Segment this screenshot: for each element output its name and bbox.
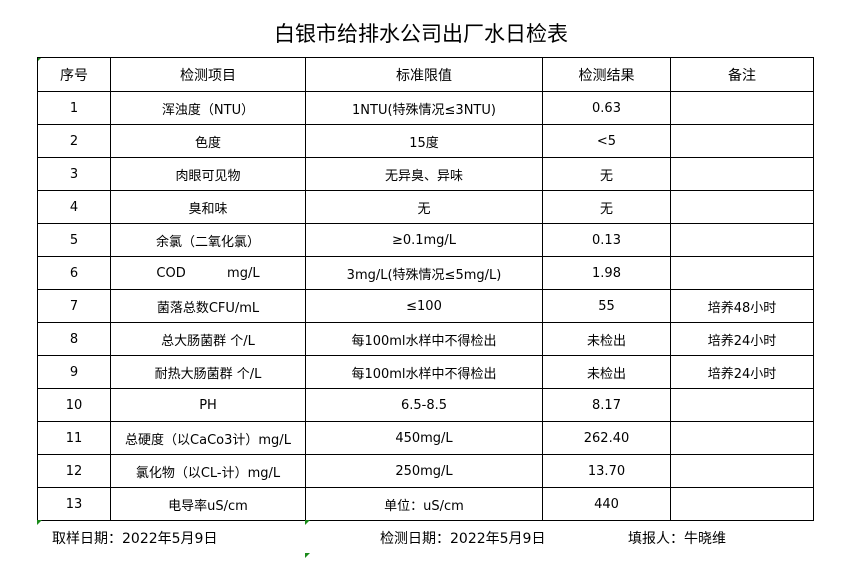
table-cell: 耐热大肠菌群 个/L xyxy=(110,355,306,389)
table-cell: 13.70 xyxy=(542,454,671,488)
table-cell: 总硬度（以CaCo3计）mg/L xyxy=(110,421,306,455)
table-cell: COD mg/L xyxy=(110,256,306,290)
header-cell: 检测项目 xyxy=(110,57,306,92)
table-cell: 每100ml水样中不得检出 xyxy=(305,322,543,356)
table-cell: 8 xyxy=(37,322,111,356)
table-cell: <5 xyxy=(542,124,671,158)
table-cell: 9 xyxy=(37,355,111,389)
table-cell: 余氯（二氧化氯） xyxy=(110,223,306,257)
table-cell xyxy=(670,388,814,422)
table-cell: 450mg/L xyxy=(305,421,543,455)
table-cell xyxy=(670,91,814,125)
table-cell: 6.5-8.5 xyxy=(305,388,543,422)
table-row: 3 肉眼可见物 无异臭、异味无 xyxy=(37,157,814,191)
table-cell: 13 xyxy=(37,487,111,521)
table-cell xyxy=(670,190,814,224)
table-cell: 无 xyxy=(542,190,671,224)
table-cell: 250mg/L xyxy=(305,454,543,488)
table-cell: 11 xyxy=(37,421,111,455)
table-row: 1 浑浊度（NTU） 1NTU(特殊情况≤3NTU) 0.63 xyxy=(37,91,814,125)
table-cell: 培养24小时 xyxy=(670,355,814,389)
table-row: 4 臭和味无无 xyxy=(37,190,814,224)
table-row: 13 电导率uS/cm 单位：uS/cm 440 xyxy=(37,487,814,521)
table-cell: 262.40 xyxy=(542,421,671,455)
header-cell: 序号 xyxy=(37,57,111,92)
table-cell: 6 xyxy=(37,256,111,290)
table-row: 2 色度 15度 <5 xyxy=(37,124,814,158)
table-cell xyxy=(670,421,814,455)
table-cell xyxy=(670,454,814,488)
table-cell: 浑浊度（NTU） xyxy=(110,91,306,125)
header-cell: 标准限值 xyxy=(305,57,543,92)
table-cell: ≥0.1mg/L xyxy=(305,223,543,257)
table-cell: 10 xyxy=(37,388,111,422)
table-row: 11 总硬度（以CaCo3计）mg/L 450mg/L 262.40 xyxy=(37,421,814,455)
table-cell: 7 xyxy=(37,289,111,323)
table-cell: 色度 xyxy=(110,124,306,158)
table-cell xyxy=(670,256,814,290)
table-cell: 肉眼可见物 xyxy=(110,157,306,191)
table-cell: 单位：uS/cm xyxy=(305,487,543,521)
table-cell: 3 xyxy=(37,157,111,191)
table-cell xyxy=(670,157,814,191)
table-cell: 4 xyxy=(37,190,111,224)
page-title: 白银市给排水公司出厂水日检表 xyxy=(274,22,568,46)
test-date: 检测日期：2022年5月9日 xyxy=(380,531,546,547)
cell-marker xyxy=(305,520,310,525)
table-cell xyxy=(670,487,814,521)
table-cell: 5 xyxy=(37,223,111,257)
table-cell: 氯化物（以CL-计）mg/L xyxy=(110,454,306,488)
inspection-table: 序号 检测项目 标准限值 检测结果 备注 1 浑浊度（NTU） 1NTU(特殊情况≤… xyxy=(37,57,814,521)
cell-marker xyxy=(37,520,42,525)
header-cell: 备注 xyxy=(670,57,814,92)
table-cell: PH xyxy=(110,388,306,422)
table-row: 5 余氯（二氧化氯） ≥0.1mg/L 0.13 xyxy=(37,223,814,257)
table-cell: 菌落总数CFU/mL xyxy=(110,289,306,323)
table-row: 8 总大肠菌群 个/L 每100ml水样中不得检出 未检出 培养24小时 xyxy=(37,322,814,356)
table-cell: 0.63 xyxy=(542,91,671,125)
table-cell: 总大肠菌群 个/L xyxy=(110,322,306,356)
table-cell: 1 xyxy=(37,91,111,125)
table-cell: 3mg/L(特殊情况≤5mg/L) xyxy=(305,256,543,290)
table-cell: 8.17 xyxy=(542,388,671,422)
table-cell: 440 xyxy=(542,487,671,521)
table-cell: 每100ml水样中不得检出 xyxy=(305,355,543,389)
table-row: 9 耐热大肠菌群 个/L 每100ml水样中不得检出 未检出 培养24小时 xyxy=(37,355,814,389)
table-cell: 15度 xyxy=(305,124,543,158)
header-cell: 检测结果 xyxy=(542,57,671,92)
table-cell: ≤100 xyxy=(305,289,543,323)
table-row: 10 PH 6.5-8.5 8.17 xyxy=(37,388,814,422)
table-cell xyxy=(670,124,814,158)
table-cell: 12 xyxy=(37,454,111,488)
table-row: 12 氯化物（以CL-计）mg/L 250mg/L 13.70 xyxy=(37,454,814,488)
table-row: 7 菌落总数CFU/mL ≤100 55 培养48小时 xyxy=(37,289,814,323)
table-cell: 臭和味 xyxy=(110,190,306,224)
sample-date: 取样日期：2022年5月9日 xyxy=(52,531,218,547)
reporter: 填报人：牛晓维 xyxy=(628,531,726,547)
table-cell xyxy=(670,223,814,257)
table-cell: 培养24小时 xyxy=(670,322,814,356)
table-cell: 1NTU(特殊情况≤3NTU) xyxy=(305,91,543,125)
table-cell: 培养48小时 xyxy=(670,289,814,323)
table-cell: 无 xyxy=(305,190,543,224)
table-cell: 电导率uS/cm xyxy=(110,487,306,521)
table-cell: 55 xyxy=(542,289,671,323)
table-cell: 0.13 xyxy=(542,223,671,257)
table-cell: 未检出 xyxy=(542,322,671,356)
table-cell: 未检出 xyxy=(542,355,671,389)
table-cell: 无异臭、异味 xyxy=(305,157,543,191)
table-cell: 1.98 xyxy=(542,256,671,290)
header-row: 序号 检测项目 标准限值 检测结果 备注 xyxy=(37,57,814,92)
cell-marker xyxy=(305,553,310,558)
table-row: 6 COD mg/L 3mg/L(特殊情况≤5mg/L) 1.98 xyxy=(37,256,814,290)
table-cell: 2 xyxy=(37,124,111,158)
table-cell: 无 xyxy=(542,157,671,191)
